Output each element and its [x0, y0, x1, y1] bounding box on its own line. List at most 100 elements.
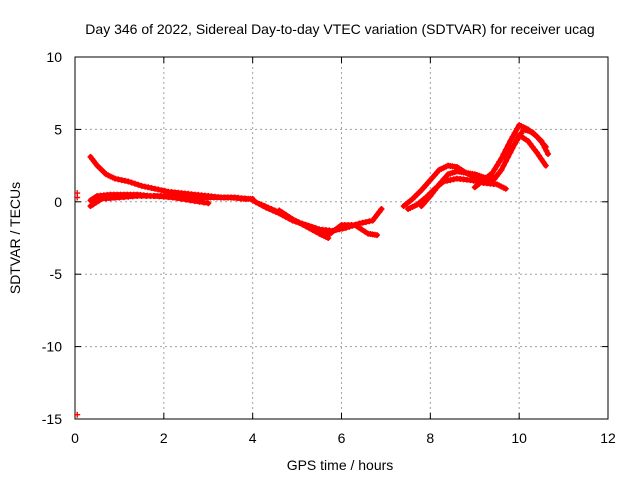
y-tick-label: 5	[54, 121, 62, 137]
data-point	[138, 182, 145, 189]
data-point	[378, 206, 385, 212]
data-point	[261, 203, 268, 210]
data-point	[309, 227, 316, 233]
data-point	[293, 218, 299, 224]
data-point	[498, 166, 505, 173]
series-track-mid-c	[276, 207, 332, 241]
data-point	[258, 201, 265, 208]
data-point	[283, 211, 289, 218]
data-point	[112, 175, 118, 182]
data-point	[335, 224, 342, 231]
axis-ticks: 0 2 4 6 8 10 12 -15 -10 -5 0 5 10	[42, 49, 616, 446]
data-point	[540, 141, 546, 148]
data-point	[276, 207, 283, 214]
data-point	[74, 411, 81, 418]
data-point	[516, 133, 523, 140]
y-axis-label: SDTVAR / TECUs	[7, 182, 23, 294]
y-tick-label: -5	[50, 266, 63, 282]
data-point	[502, 155, 509, 162]
data-point	[328, 229, 335, 236]
data-point	[511, 130, 518, 136]
y-tick-label: 0	[54, 194, 62, 210]
series-track-isolated-start	[74, 190, 81, 418]
data-point	[542, 162, 549, 169]
series-track-late-f	[502, 126, 551, 162]
data-point	[125, 178, 132, 185]
data-point	[286, 214, 293, 220]
data-point	[496, 159, 503, 165]
data-point	[128, 179, 135, 186]
data-point	[541, 144, 548, 151]
data-point	[183, 196, 189, 203]
data-point	[279, 209, 286, 216]
data-point	[489, 169, 496, 176]
data-point	[265, 204, 272, 211]
data-point	[494, 162, 500, 169]
data-point	[502, 185, 509, 192]
data-point	[533, 149, 540, 156]
data-point	[178, 195, 185, 202]
data-point	[115, 176, 122, 183]
data-point	[511, 140, 518, 147]
data-point	[507, 138, 514, 144]
data-point	[538, 156, 545, 163]
x-tick-label: 4	[249, 430, 257, 446]
data-point	[361, 228, 368, 235]
data-point	[358, 226, 365, 233]
data-point	[507, 148, 514, 155]
data-point	[540, 159, 547, 166]
data-point	[447, 177, 454, 184]
data-point	[450, 176, 457, 183]
data-point	[509, 134, 516, 140]
chart-title: Day 346 of 2022, Sidereal Day-to-day VTE…	[85, 21, 594, 37]
x-axis-label: GPS time / hours	[287, 457, 394, 473]
x-tick-label: 10	[511, 430, 527, 446]
data-point	[331, 227, 338, 233]
data-point	[543, 147, 550, 154]
data-point	[518, 130, 525, 136]
data-point	[249, 197, 256, 204]
series-track-early-mid	[87, 193, 212, 210]
data-point	[502, 146, 509, 153]
data-points	[74, 122, 551, 418]
x-tick-label: 8	[426, 430, 434, 446]
data-point	[313, 228, 319, 235]
x-tick-label: 6	[338, 430, 346, 446]
data-point	[74, 194, 81, 201]
data-point	[545, 151, 551, 157]
grid-lines	[75, 57, 608, 419]
data-point	[303, 223, 309, 230]
data-point	[253, 199, 259, 206]
data-point	[325, 235, 332, 241]
data-point	[268, 206, 275, 212]
data-point	[205, 200, 212, 207]
y-tick-label: 10	[46, 49, 62, 65]
data-point	[513, 137, 520, 144]
data-point	[538, 138, 545, 144]
y-tick-label: -10	[42, 339, 62, 355]
data-point	[187, 197, 194, 204]
data-point	[351, 222, 358, 228]
data-point	[135, 181, 142, 188]
data-point	[362, 219, 369, 226]
data-point	[132, 180, 138, 187]
data-point	[509, 144, 516, 151]
data-point	[161, 187, 168, 194]
data-point	[306, 225, 313, 232]
data-point	[289, 216, 296, 223]
x-tick-label: 0	[71, 430, 79, 446]
y-tick-label: -15	[42, 411, 62, 427]
x-tick-label: 12	[600, 430, 616, 446]
x-tick-label: 2	[160, 430, 168, 446]
data-point	[148, 185, 155, 191]
data-point	[505, 151, 512, 158]
data-point	[374, 232, 380, 239]
data-point	[355, 224, 362, 231]
data-point	[513, 126, 520, 132]
data-point	[536, 152, 543, 159]
data-point	[491, 166, 498, 173]
data-point	[296, 219, 303, 226]
data-point	[500, 162, 507, 169]
